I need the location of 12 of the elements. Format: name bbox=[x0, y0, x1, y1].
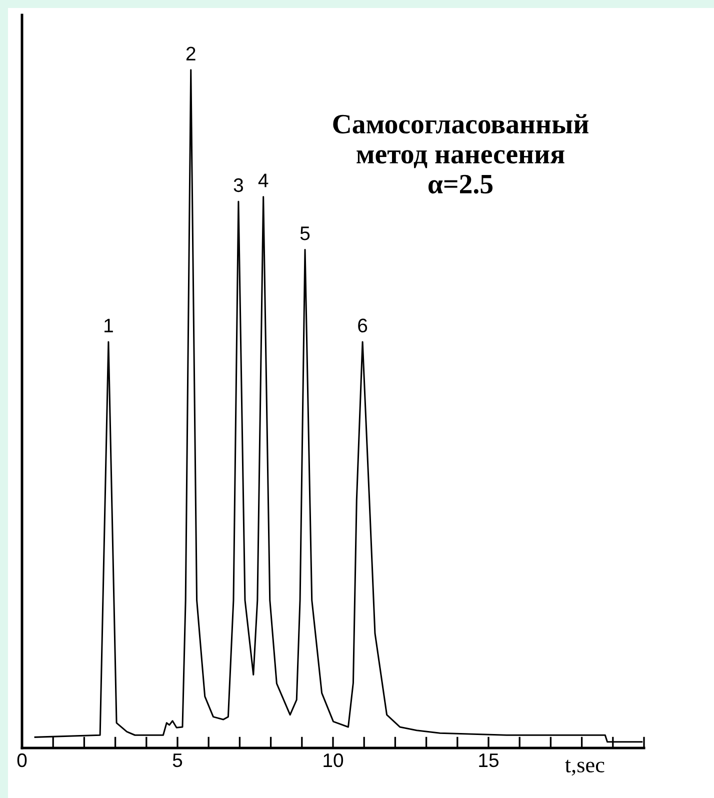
x-tick-label: 0 bbox=[17, 753, 27, 768]
x-tick-label: 5 bbox=[172, 754, 182, 768]
annotation: 4 bbox=[258, 174, 268, 188]
annotation: 6 bbox=[358, 318, 368, 332]
annotation: 2 bbox=[186, 46, 196, 60]
annotation: 3 bbox=[234, 178, 244, 192]
annotation: Самосогласованный метод нанесения α=2.5 bbox=[333, 114, 588, 194]
annotation: 5 bbox=[300, 226, 310, 240]
x-tick-label: 15 bbox=[479, 754, 498, 768]
x-tick-label: 10 bbox=[324, 753, 344, 768]
annotation: 1 bbox=[104, 318, 113, 332]
x-axis-title: t,sec bbox=[565, 760, 604, 776]
